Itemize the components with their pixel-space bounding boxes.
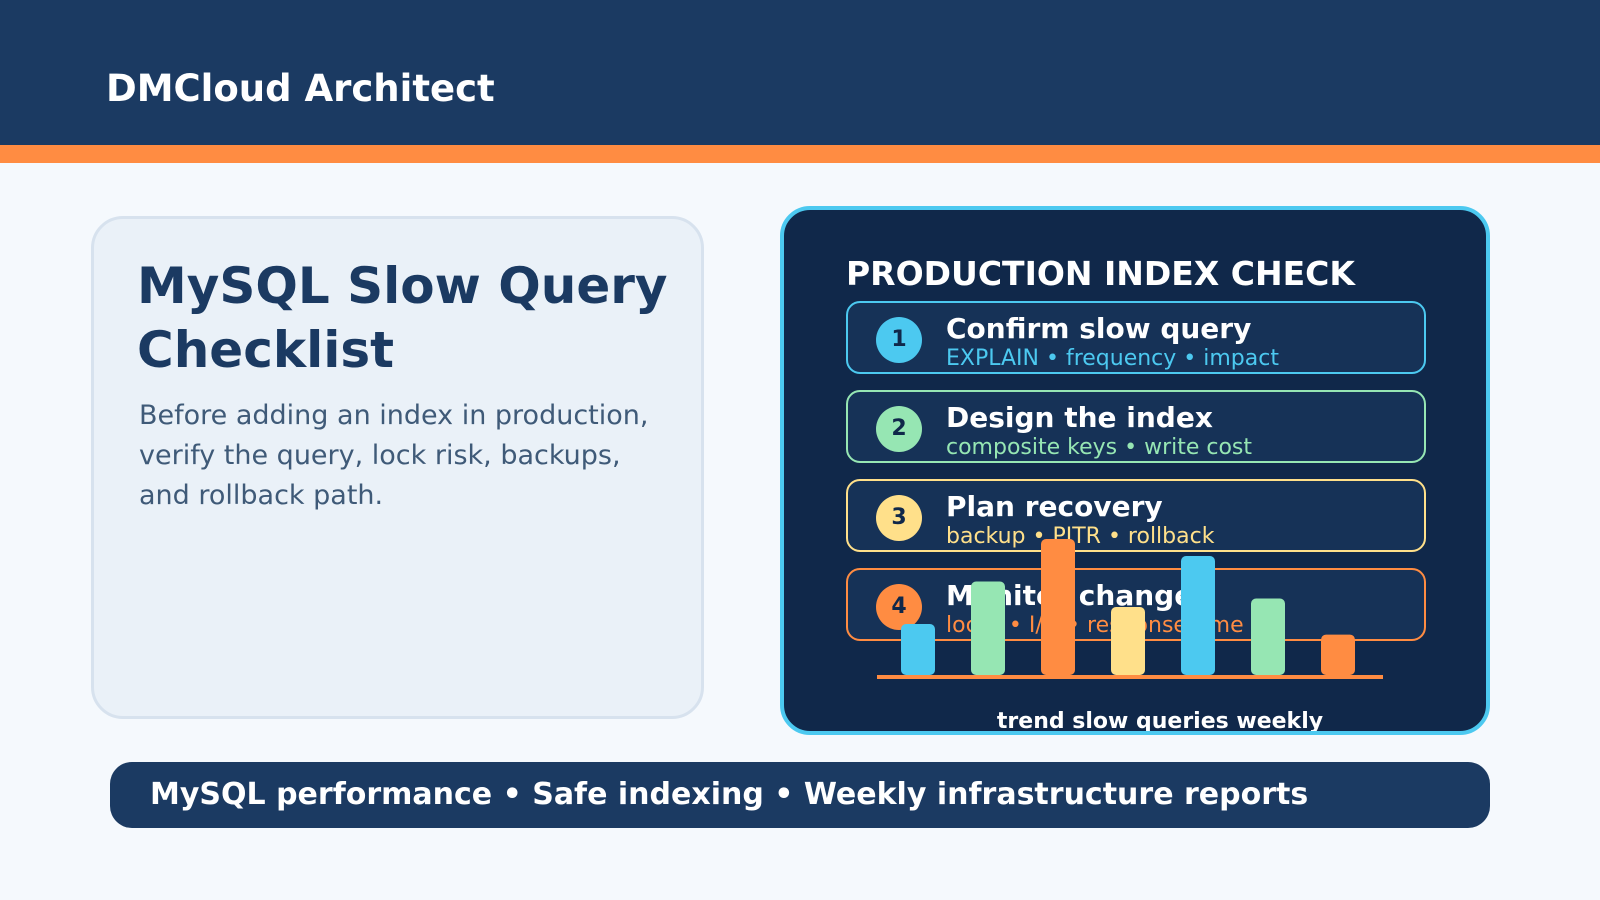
trend-bar-chart — [877, 539, 1383, 679]
panel-title: PRODUCTION INDEX CHECK — [846, 254, 1355, 293]
chart-bar-5 — [1181, 556, 1215, 675]
checklist-description: Before adding an index in production, ve… — [139, 400, 649, 511]
footer-tagline: MySQL performance • Safe indexing • Week… — [150, 777, 1309, 812]
step-name: Plan recovery — [946, 490, 1163, 523]
chart-bar-7 — [1321, 634, 1355, 675]
step-1: 1 Confirm slow query EXPLAIN • frequency… — [846, 301, 1426, 374]
header-bar: DMCloud Architect — [0, 0, 1600, 145]
chart-bar-1 — [901, 624, 935, 675]
index-check-panel: PRODUCTION INDEX CHECK 1 Confirm slow qu… — [780, 206, 1490, 735]
checklist-title: MySQL Slow Query Checklist — [137, 257, 668, 379]
step-name: Confirm slow query — [946, 312, 1252, 345]
chart-bar-3 — [1041, 539, 1075, 675]
step-3: 3 Plan recovery backup • PITR • rollback — [846, 479, 1426, 552]
step-number-badge: 1 — [876, 317, 922, 363]
step-meta: EXPLAIN • frequency • impact — [946, 346, 1279, 371]
step-number-badge: 2 — [876, 406, 922, 452]
step-meta: backup • PITR • rollback — [946, 524, 1215, 549]
step-number-badge: 3 — [876, 495, 922, 541]
chart-bar-2 — [971, 581, 1005, 675]
brand-name: DMCloud Architect — [106, 67, 495, 110]
accent-stripe — [0, 145, 1600, 163]
step-number-badge: 4 — [876, 584, 922, 630]
step-meta: composite keys • write cost — [946, 435, 1253, 460]
chart-bar-4 — [1111, 607, 1145, 675]
step-2: 2 Design the index composite keys • writ… — [846, 390, 1426, 463]
chart-caption: trend slow queries weekly — [996, 709, 1324, 734]
footer-banner: MySQL performance • Safe indexing • Week… — [110, 762, 1490, 828]
step-name: Design the index — [946, 401, 1213, 434]
intro-card: MySQL Slow Query Checklist Before adding… — [91, 216, 704, 719]
chart-bar-6 — [1251, 598, 1285, 675]
